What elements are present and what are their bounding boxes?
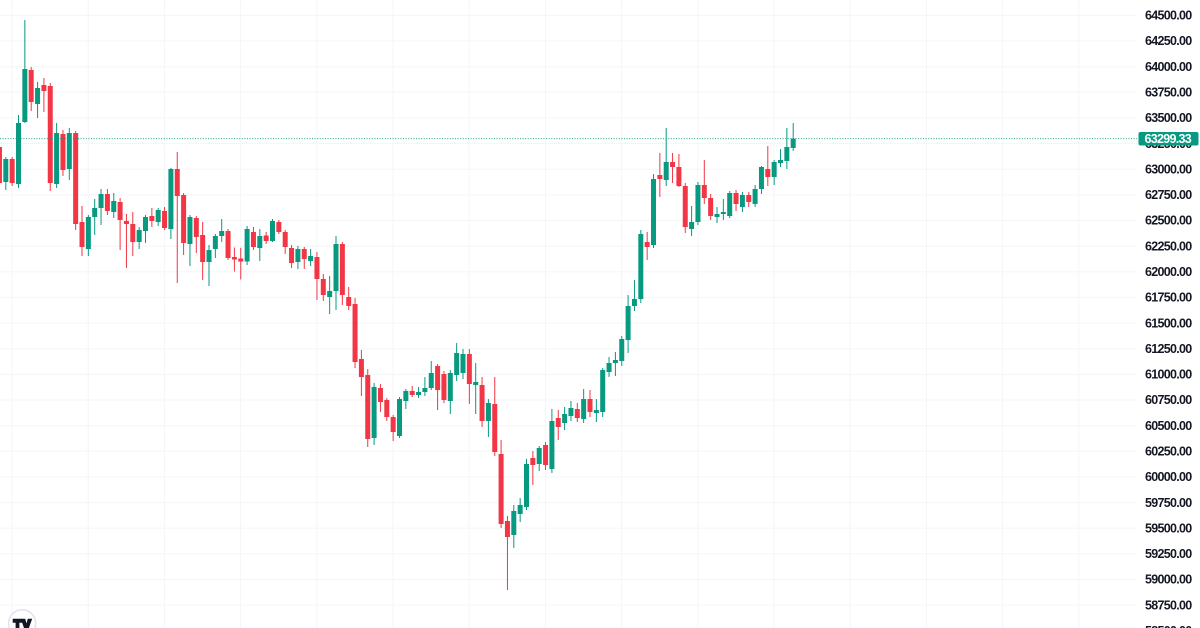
svg-text:63750.00: 63750.00 <box>1145 86 1192 100</box>
svg-text:62000.00: 62000.00 <box>1145 265 1192 279</box>
svg-text:63500.00: 63500.00 <box>1145 111 1192 125</box>
svg-text:61750.00: 61750.00 <box>1145 291 1192 305</box>
svg-text:59250.00: 59250.00 <box>1145 547 1192 561</box>
svg-text:60000.00: 60000.00 <box>1145 470 1192 484</box>
svg-text:60250.00: 60250.00 <box>1145 445 1192 459</box>
svg-text:62500.00: 62500.00 <box>1145 214 1192 228</box>
svg-text:62250.00: 62250.00 <box>1145 239 1192 253</box>
svg-text:61250.00: 61250.00 <box>1145 342 1192 356</box>
svg-text:64500.00: 64500.00 <box>1145 9 1192 23</box>
svg-text:60750.00: 60750.00 <box>1145 393 1192 407</box>
svg-text:61500.00: 61500.00 <box>1145 316 1192 330</box>
svg-text:61000.00: 61000.00 <box>1145 368 1192 382</box>
svg-text:64000.00: 64000.00 <box>1145 60 1192 74</box>
svg-text:64250.00: 64250.00 <box>1145 34 1192 48</box>
svg-text:63299.33: 63299.33 <box>1145 132 1192 146</box>
svg-text:63000.00: 63000.00 <box>1145 162 1192 176</box>
svg-text:59750.00: 59750.00 <box>1145 496 1192 510</box>
svg-text:58750.00: 58750.00 <box>1145 598 1192 612</box>
svg-text:59500.00: 59500.00 <box>1145 521 1192 535</box>
svg-text:62750.00: 62750.00 <box>1145 188 1192 202</box>
svg-text:58500.00: 58500.00 <box>1145 624 1192 628</box>
svg-text:59000.00: 59000.00 <box>1145 573 1192 587</box>
svg-text:60500.00: 60500.00 <box>1145 419 1192 433</box>
